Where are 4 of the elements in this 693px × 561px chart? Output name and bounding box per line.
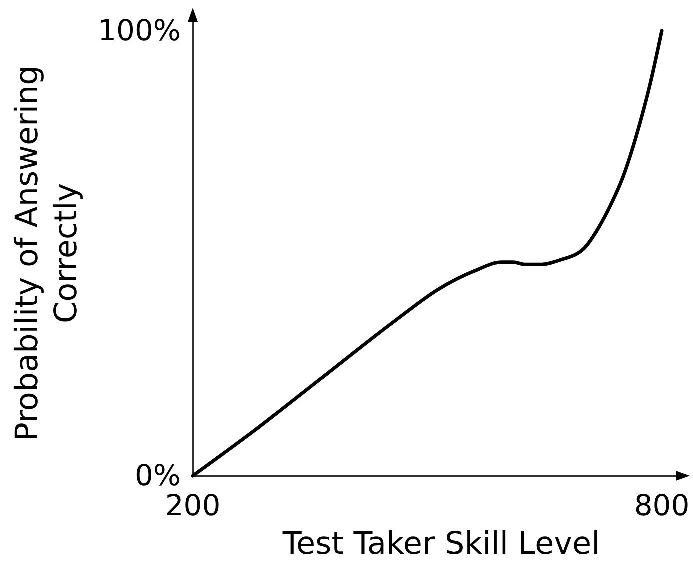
y-axis-title: Probability of Answering Correctly: [10, 66, 84, 442]
x-axis-title: Test Taker Skill Level: [282, 526, 600, 561]
x-tick-label: 800: [634, 488, 690, 523]
y-tick-label: 100%: [98, 13, 181, 48]
